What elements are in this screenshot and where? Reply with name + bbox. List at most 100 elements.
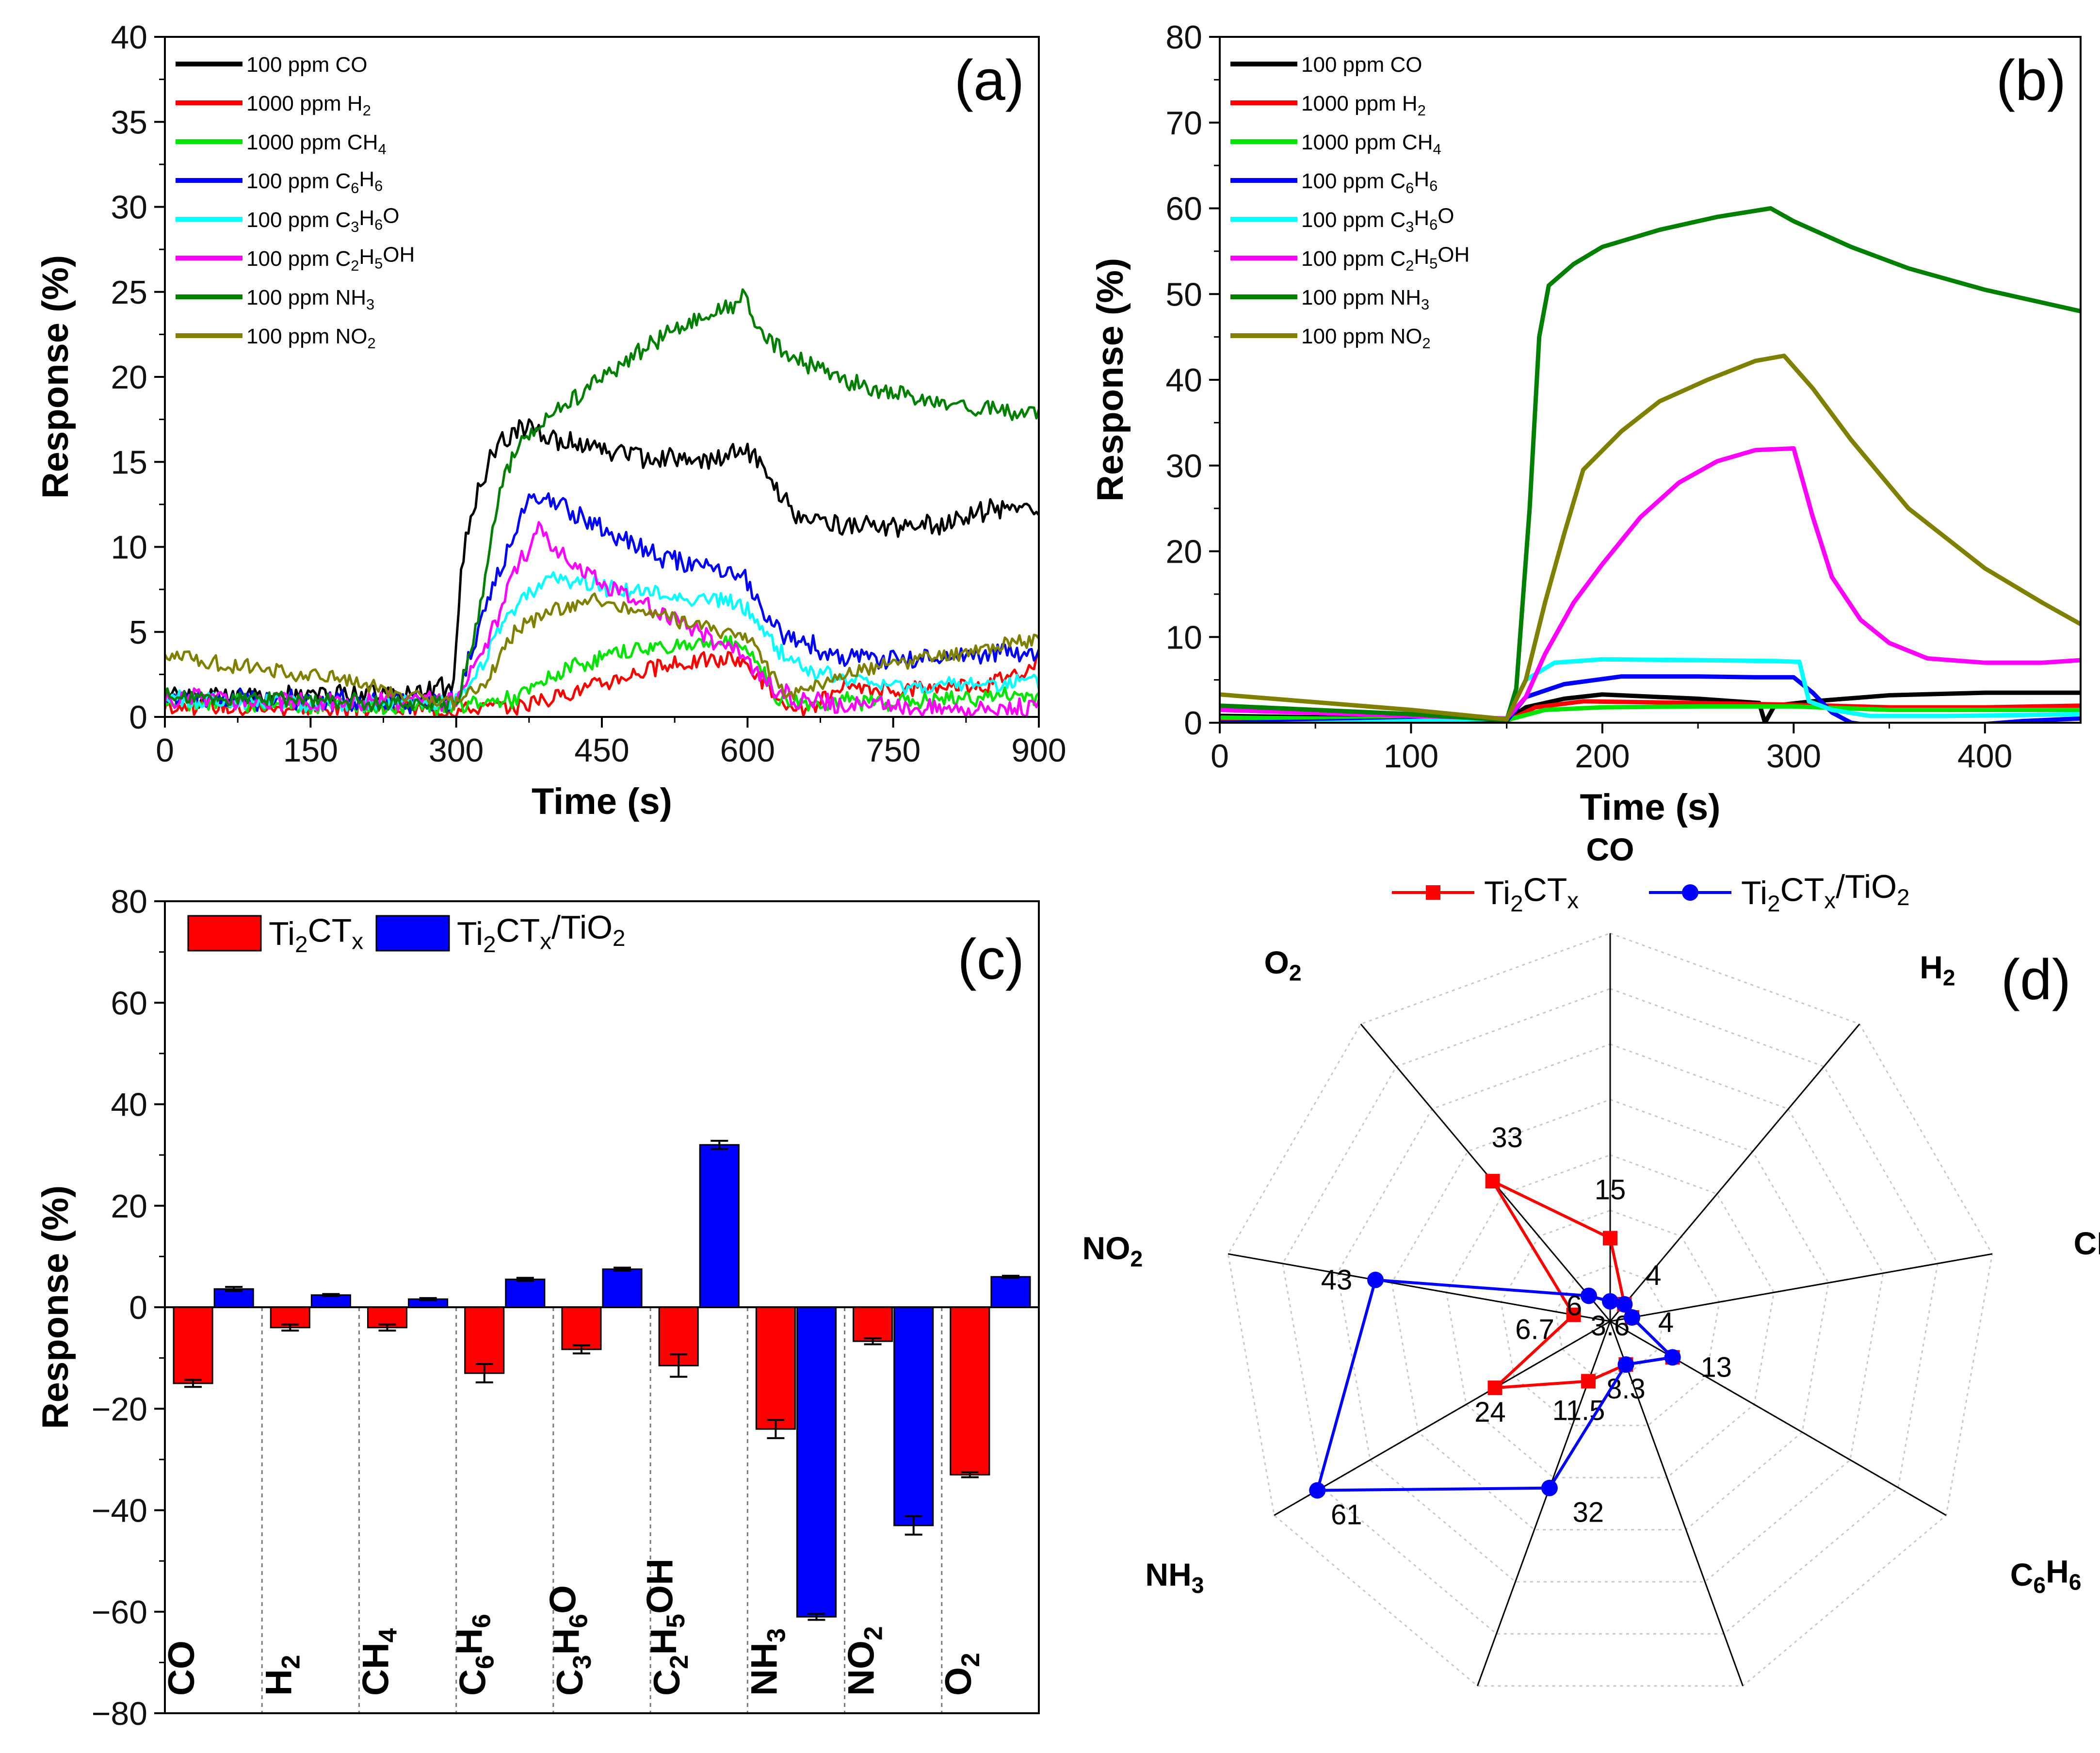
legend-label-c6h6: 100 ppm C6H6 <box>246 167 383 196</box>
legend-label-ti2ctx: Ti2CTx <box>1484 871 1579 917</box>
legend-label-c2h5oh: 100 ppm C2H5OH <box>246 243 415 274</box>
legend-label-nh3: 100 ppm NH3 <box>246 286 374 313</box>
radar-axis-label-co: CO <box>1586 831 1634 867</box>
radar-grid-ring <box>1500 1209 1720 1427</box>
radar-value-label: 33 <box>1491 1122 1523 1153</box>
legend-label-nh3: 100 ppm NH3 <box>1301 286 1429 313</box>
panel-c-bar-chart: CO H2 CH4 C6H6 C3H6O C2H5OH NH3 NO2 O2 80 60 40 20 0 −… <box>35 883 1040 1732</box>
panel-letter: (a) <box>954 49 1024 113</box>
radar-value-label: 15 <box>1595 1174 1626 1206</box>
y-axis-title: Response (%) <box>1090 258 1131 502</box>
radar-grid-ring <box>1554 1265 1666 1374</box>
y-tick-label: 0 <box>129 699 147 736</box>
bar-ti2ctx-nh3 <box>755 1306 796 1430</box>
legend-marker <box>1426 885 1440 900</box>
x-tick-label: 400 <box>1957 738 2012 775</box>
radar-grid-ring <box>1445 1154 1775 1478</box>
y-tick-label: 25 <box>111 274 147 311</box>
series-line-no2 <box>165 592 1039 711</box>
y-tick-label: 5 <box>129 614 147 651</box>
radar-value-label: 24 <box>1474 1396 1506 1428</box>
radar-marker <box>1616 1296 1633 1313</box>
radar-spoke <box>1609 1023 1860 1322</box>
category-label-h2: H2 <box>258 1655 305 1696</box>
radar-spoke <box>1360 1023 1611 1322</box>
radar-marker <box>1580 1287 1597 1304</box>
category-label-c3h6o: C3H6O <box>542 1585 597 1696</box>
y-tick-label: 70 <box>1165 105 1202 142</box>
legend-label-ch4: 1000 ppm CH4 <box>246 130 387 158</box>
radar-marker <box>1566 1307 1581 1322</box>
radar-marker <box>1617 1356 1634 1373</box>
category-label-nh3: NH3 <box>743 1628 791 1696</box>
bar-tio2-c2h5oh <box>699 1144 740 1308</box>
y-tick-label: −20 <box>92 1391 147 1428</box>
series-line-c3h6o <box>165 571 1039 713</box>
y-tick-label: −40 <box>92 1493 147 1529</box>
legend-label-ti2ctx: Ti2CTx <box>269 912 363 958</box>
panel-letter: (d) <box>2001 948 2071 1012</box>
y-tick-label: 50 <box>1165 276 1202 313</box>
legend-label-c3h6o: 100 ppm C3H6O <box>246 204 400 235</box>
radar-axis-label-ch4: CH4 <box>2074 1225 2100 1266</box>
radar-marker <box>1664 1349 1681 1366</box>
legend-label-h2: 1000 ppm H2 <box>1301 92 1426 119</box>
legend-marker <box>1682 884 1698 901</box>
y-tick-label: 0 <box>129 1289 147 1326</box>
bar-ti2ctx-co <box>173 1306 213 1384</box>
radar-value-label: 3.6 <box>1591 1310 1630 1342</box>
y-tick-label: −60 <box>92 1594 147 1631</box>
y-tick-label: 40 <box>111 19 147 56</box>
category-label-c2h5oh: C2H5OH <box>640 1558 694 1696</box>
bar-ti2ctx-c3h6o <box>561 1306 602 1350</box>
y-tick-label: 35 <box>111 104 147 141</box>
y-tick-label: 80 <box>1165 19 1202 56</box>
y-tick-label: 10 <box>111 529 147 566</box>
radar-value-label: 6 <box>1567 1290 1582 1321</box>
legend-swatch-ti2ctx <box>187 915 262 952</box>
radar-value-label: 32 <box>1573 1497 1604 1528</box>
series-line-co <box>165 418 1039 709</box>
series-line-c2h5oh <box>165 521 1039 717</box>
y-tick-label: 60 <box>111 985 147 1022</box>
plot-area <box>1220 206 2081 723</box>
legend-label-co: 100 ppm CO <box>1301 53 1422 77</box>
y-tick-label: 0 <box>1184 705 1202 742</box>
y-tick-label: 30 <box>111 189 147 226</box>
legend-label-c6h6: 100 ppm C6H6 <box>1301 167 1438 196</box>
category-label-no2: NO2 <box>841 1626 888 1696</box>
radar-grid-ring <box>1336 1043 1884 1583</box>
bar-tio2-c6h6 <box>505 1278 546 1308</box>
legend-label-h2: 1000 ppm H2 <box>246 92 371 119</box>
legend-label-tio2: Ti2CTx/TiO2 <box>1741 868 1909 917</box>
y-tick-label: 80 <box>111 883 147 920</box>
radar-marker <box>1485 1174 1500 1189</box>
radar-marker <box>1309 1482 1326 1499</box>
legend-label-no2: 100 ppm NO2 <box>1301 325 1431 352</box>
bar-ti2ctx-o2 <box>950 1306 990 1476</box>
radar-marker <box>1487 1380 1502 1396</box>
radar-spoke <box>1228 1253 1611 1322</box>
y-tick-label: 15 <box>111 444 147 481</box>
x-tick-label: 0 <box>1211 738 1229 775</box>
radar-spoke <box>1609 1321 1744 1687</box>
x-tick-label: 600 <box>720 732 775 769</box>
category-label-o2: O2 <box>938 1653 985 1696</box>
category-label-co: CO <box>161 1640 202 1696</box>
plot-area <box>165 288 1039 717</box>
radar-value-label: 13 <box>1700 1351 1732 1383</box>
radar-axis-label-h2: H2 <box>1920 949 1955 990</box>
radar-grid-ring <box>1227 932 1993 1687</box>
y-axis-title: Response (%) <box>35 255 76 499</box>
y-tick-label: −80 <box>92 1695 147 1732</box>
x-tick-label: 0 <box>156 732 174 769</box>
radar-axis-label-no2: NO2 <box>1082 1230 1143 1271</box>
radar-spoke <box>1610 1320 1947 1516</box>
panel-letter: (b) <box>1996 49 2066 113</box>
x-tick-label: 450 <box>574 732 629 769</box>
series-line-no2 <box>1220 354 2081 722</box>
series-line-nh3 <box>1220 206 2081 723</box>
bar-tio2-no2 <box>893 1306 934 1526</box>
radar-value-label: 6.7 <box>1515 1314 1554 1346</box>
y-tick-label: 60 <box>1165 191 1202 227</box>
